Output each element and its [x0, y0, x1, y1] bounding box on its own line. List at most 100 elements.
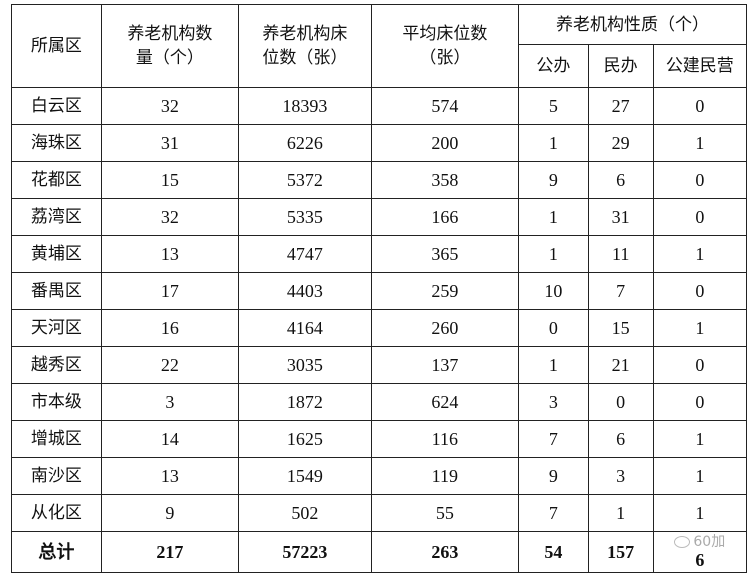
- cell-public: 7: [518, 420, 589, 458]
- cell-avg: 200: [370, 124, 520, 162]
- cell-private: 21: [587, 346, 654, 384]
- cell-district: 黄埔区: [11, 235, 102, 273]
- total-row: 总计 217 57223 263 54 157 60加 6: [11, 531, 747, 573]
- cell-district: 荔湾区: [11, 198, 102, 236]
- cell-private: 27: [587, 87, 654, 125]
- cell-district: 番禺区: [11, 272, 102, 310]
- cell-public: 9: [518, 457, 589, 495]
- cell-private: 11: [587, 235, 654, 273]
- cell-beds: 18393: [238, 87, 372, 125]
- cell-avg: 116: [370, 420, 520, 458]
- cell-pbpr: 1: [652, 235, 747, 273]
- cell-count: 31: [100, 124, 240, 162]
- cell-count: 13: [100, 235, 240, 273]
- cell-beds: 4403: [238, 272, 372, 310]
- table-row: 从化区 9 502 55 7 1 1: [11, 494, 747, 532]
- cell-pbpr: 1: [652, 494, 747, 532]
- table-row: 荔湾区 32 5335 166 1 31 0: [11, 198, 747, 236]
- cell-private: 31: [587, 198, 654, 236]
- cell-public: 3: [518, 383, 589, 421]
- cell-private: 1: [587, 494, 654, 532]
- watermark: 60加: [654, 534, 746, 550]
- cell-count: 9: [100, 494, 240, 532]
- cell-private: 6: [587, 420, 654, 458]
- cell-avg: 260: [370, 309, 520, 347]
- cell-district: 白云区: [11, 87, 102, 125]
- cell-avg: 55: [370, 494, 520, 532]
- cell-private: 29: [587, 124, 654, 162]
- cell-district: 海珠区: [11, 124, 102, 162]
- cell-count: 32: [100, 198, 240, 236]
- cell-pbpr: 60加 6: [652, 531, 747, 573]
- cell-count: 32: [100, 87, 240, 125]
- cell-private: 6: [587, 161, 654, 199]
- cell-beds: 6226: [238, 124, 372, 162]
- header-avg-beds: 平均床位数（张）: [370, 4, 520, 88]
- cell-public: 0: [518, 309, 589, 347]
- cell-public: 1: [518, 124, 589, 162]
- cell-beds: 1625: [238, 420, 372, 458]
- cell-district: 从化区: [11, 494, 102, 532]
- cell-public: 1: [518, 235, 589, 273]
- cell-avg: 263: [370, 531, 520, 573]
- cell-pbpr: 0: [652, 87, 747, 125]
- cell-count: 13: [100, 457, 240, 495]
- cell-district: 花都区: [11, 161, 102, 199]
- cell-count: 14: [100, 420, 240, 458]
- cell-count: 22: [100, 346, 240, 384]
- cell-district: 总计: [11, 531, 102, 573]
- cell-pbpr: 0: [652, 198, 747, 236]
- cell-beds: 502: [238, 494, 372, 532]
- table-row: 越秀区 22 3035 137 1 21 0: [11, 346, 747, 384]
- cell-avg: 119: [370, 457, 520, 495]
- cell-avg: 365: [370, 235, 520, 273]
- cell-private: 0: [587, 383, 654, 421]
- cell-count: 15: [100, 161, 240, 199]
- cell-avg: 358: [370, 161, 520, 199]
- table-row: 番禺区 17 4403 259 10 7 0: [11, 272, 747, 310]
- cell-public: 9: [518, 161, 589, 199]
- cell-beds: 5372: [238, 161, 372, 199]
- cell-pbpr: 1: [652, 457, 747, 495]
- cell-public: 1: [518, 198, 589, 236]
- cell-avg: 137: [370, 346, 520, 384]
- header-nature: 养老机构性质（个）: [518, 4, 747, 45]
- cell-beds: 5335: [238, 198, 372, 236]
- cell-district: 南沙区: [11, 457, 102, 495]
- cell-count: 217: [100, 531, 240, 573]
- cell-avg: 166: [370, 198, 520, 236]
- cell-count: 17: [100, 272, 240, 310]
- elderly-care-table: 所属区 养老机构数量（个） 养老机构床位数（张） 平均床位数（张） 养老机构性质…: [11, 4, 747, 573]
- watermark-text: 60加: [693, 534, 726, 550]
- table-row: 天河区 16 4164 260 0 15 1: [11, 309, 747, 347]
- header-beds: 养老机构床位数（张）: [238, 4, 372, 88]
- cell-count: 16: [100, 309, 240, 347]
- table-row: 增城区 14 1625 116 7 6 1: [11, 420, 747, 458]
- cell-public: 54: [518, 531, 589, 573]
- table-row: 花都区 15 5372 358 9 6 0: [11, 161, 747, 199]
- cell-district: 天河区: [11, 309, 102, 347]
- cell-pbpr: 0: [652, 272, 747, 310]
- cell-pbpr: 0: [652, 346, 747, 384]
- cell-pbpr: 1: [652, 309, 747, 347]
- header-count: 养老机构数量（个）: [100, 4, 240, 88]
- table-row: 黄埔区 13 4747 365 1 11 1: [11, 235, 747, 273]
- cell-district: 越秀区: [11, 346, 102, 384]
- cell-private: 15: [587, 309, 654, 347]
- cell-public: 7: [518, 494, 589, 532]
- cell-public: 1: [518, 346, 589, 384]
- cell-beds: 1872: [238, 383, 372, 421]
- cell-avg: 259: [370, 272, 520, 310]
- cell-beds: 4747: [238, 235, 372, 273]
- cell-beds: 57223: [238, 531, 372, 573]
- cell-private: 7: [587, 272, 654, 310]
- cell-avg: 624: [370, 383, 520, 421]
- cell-private: 157: [587, 531, 654, 573]
- cell-pbpr: 1: [652, 420, 747, 458]
- cell-count: 3: [100, 383, 240, 421]
- cell-beds: 4164: [238, 309, 372, 347]
- wechat-icon: [674, 536, 691, 548]
- table-row: 市本级 3 1872 624 3 0 0: [11, 383, 747, 421]
- cell-pbpr: 0: [652, 161, 747, 199]
- cell-avg: 574: [370, 87, 520, 125]
